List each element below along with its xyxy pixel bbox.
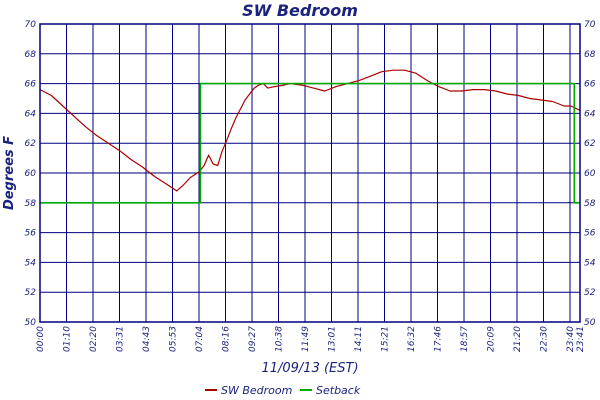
y-tick-label-left: 64 (25, 109, 37, 119)
y-tick-label-left: 52 (25, 288, 37, 298)
y-tick-label-right: 64 (584, 109, 596, 119)
x-tick-label: 07:04 (195, 326, 205, 352)
y-tick-label-right: 62 (584, 139, 596, 149)
y-tick-label-left: 68 (25, 50, 37, 60)
y-axis-label: Degrees F (2, 136, 17, 210)
chart-title: SW Bedroom (242, 1, 358, 20)
x-tick-label: 08:16 (222, 326, 232, 352)
y-axis-left: 50 52 54 56 58 60 62 64 66 68 70 (25, 20, 37, 328)
y-tick-label-right: 52 (584, 288, 596, 298)
plot-frame (39, 23, 581, 323)
x-tick-label: 13:01 (328, 326, 338, 352)
x-axis-label: 11/09/13 (EST) (261, 361, 358, 376)
x-tick-label: 14:11 (354, 326, 364, 352)
x-tick-label: 05:53 (169, 326, 179, 352)
y-tick-label-right: 54 (584, 258, 596, 268)
series-line-setback (40, 82, 580, 204)
x-tick-label: 23:41 (576, 326, 586, 352)
series-lines (39, 69, 581, 204)
x-tick-label: 11:49 (301, 326, 311, 352)
x-tick-label: 02:20 (89, 326, 99, 352)
y-tick-label-right: 50 (584, 318, 596, 328)
y-tick-label-left: 70 (25, 20, 37, 30)
x-tick-label: 04:43 (142, 326, 152, 352)
x-tick-label: 23:40 (566, 326, 576, 352)
y-tick-label-left: 58 (25, 199, 37, 209)
legend-label: SW Bedroom (221, 384, 292, 397)
x-tick-label: 16:32 (407, 326, 417, 352)
x-tick-label: 22:30 (540, 326, 550, 352)
y-tick-label-left: 66 (25, 80, 37, 90)
x-tick-label: 00:00 (36, 326, 46, 352)
y-tick-label-left: 50 (25, 318, 37, 328)
y-tick-label-right: 56 (584, 229, 596, 239)
y-tick-label-left: 60 (25, 169, 37, 179)
x-tick-label: 10:38 (275, 326, 285, 352)
y-tick-label-right: 58 (584, 199, 596, 209)
x-tick-label: 03:31 (116, 326, 126, 352)
x-tick-label: 01:10 (63, 326, 73, 352)
x-tick-label: 20:09 (487, 326, 497, 352)
legend-label: Setback (316, 384, 361, 397)
x-tick-label: 09:27 (248, 326, 258, 352)
x-tick-label: 18:57 (460, 326, 470, 352)
y-tick-label-right: 70 (584, 20, 596, 30)
y-tick-label-left: 62 (25, 139, 37, 149)
y-axis-right: 50 52 54 56 58 60 62 64 66 68 70 (584, 20, 596, 328)
x-tick-label: 21:20 (513, 326, 523, 352)
x-tick-label: 15:21 (381, 326, 391, 352)
legend: SW Bedroom Setback (205, 384, 361, 397)
y-tick-label-right: 66 (584, 80, 596, 90)
y-tick-label-right: 60 (584, 169, 596, 179)
x-tick-label: 17:46 (434, 326, 444, 352)
y-tick-label-left: 56 (25, 229, 37, 239)
y-tick-label-left: 54 (25, 258, 37, 268)
grid-lines (39, 23, 580, 323)
y-tick-label-right: 68 (584, 50, 596, 60)
x-axis: 00:00 01:10 02:20 03:31 04:43 05:53 07:04 08:16… (36, 326, 586, 352)
